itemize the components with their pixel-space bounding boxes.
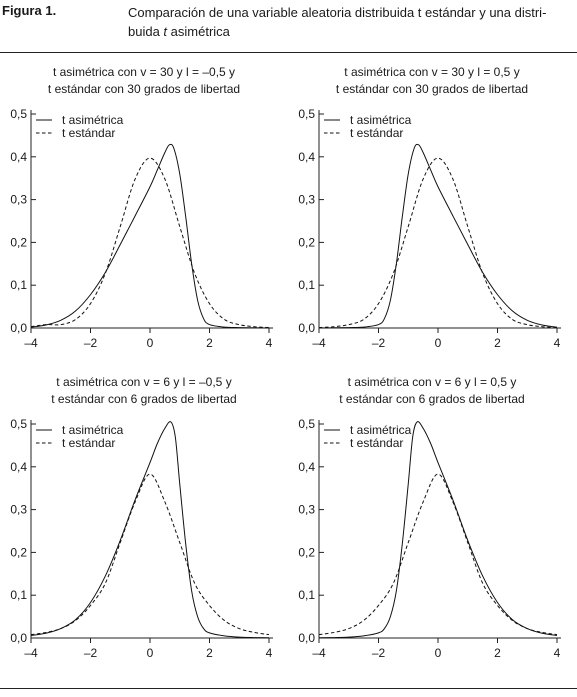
y-tick-label: 0,2 xyxy=(10,545,27,559)
legend-label: t asimétrica xyxy=(62,113,124,127)
x-tick-label: –2 xyxy=(84,336,98,350)
chart-panel-4: t asimétrica con v = 6 y l = 0,5 y t est… xyxy=(288,366,576,684)
chart-title-line2: t estándar con 6 grados de libertad xyxy=(51,392,237,406)
y-tick-label: 0,2 xyxy=(298,235,315,249)
x-tick-label: 2 xyxy=(206,336,213,350)
series-line xyxy=(318,143,558,329)
y-tick-label: 0,1 xyxy=(298,278,315,292)
y-tick-label: 0,5 xyxy=(298,107,315,121)
y-tick-label: 0,3 xyxy=(298,503,315,517)
x-tick-label: 2 xyxy=(494,336,501,350)
y-tick-label: 0,3 xyxy=(10,193,27,207)
y-tick-label: 0,5 xyxy=(10,107,27,121)
chart-title-line2: t estándar con 30 grados de libertad xyxy=(47,82,241,96)
x-tick-label: –4 xyxy=(312,646,326,660)
x-tick-label: –4 xyxy=(24,336,38,350)
y-tick-label: 0,0 xyxy=(10,631,27,645)
series-line xyxy=(318,157,558,329)
legend-label: t asimétrica xyxy=(62,423,124,437)
legend-label: t asimétrica xyxy=(350,423,412,437)
x-tick-label: –4 xyxy=(24,646,38,660)
chart-panel-2: t asimétrica con v = 30 y l = 0,5 y t es… xyxy=(288,56,576,374)
figure-title-line2-b: t xyxy=(163,24,168,39)
y-tick-label: 0,2 xyxy=(10,235,27,249)
y-tick-label: 0,3 xyxy=(10,503,27,517)
chart-title: t asimétrica con v = 6 y l = 0,5 y t est… xyxy=(288,374,576,408)
x-tick-label: –2 xyxy=(372,646,386,660)
y-tick-label: 0,0 xyxy=(298,321,315,335)
x-tick-label: 0 xyxy=(435,646,442,660)
y-tick-label: 0,1 xyxy=(10,278,27,292)
figure-header: Figura 1. Comparación de una variable al… xyxy=(0,0,577,52)
y-tick-label: 0,4 xyxy=(298,150,315,164)
figure-title-line1: Comparación de una variable aleatoria di… xyxy=(128,5,547,20)
chart-title: t asimétrica con v = 30 y l = –0,5 y t e… xyxy=(0,64,288,98)
legend-label: t estándar xyxy=(350,436,403,450)
top-rule xyxy=(0,52,577,53)
legend-label: t asimétrica xyxy=(350,113,412,127)
y-tick-label: 0,5 xyxy=(10,417,27,431)
y-tick-label: 0,1 xyxy=(10,588,27,602)
y-tick-label: 0,2 xyxy=(298,545,315,559)
y-tick-label: 0,5 xyxy=(298,417,315,431)
figure-title-line2-c: asimétrica xyxy=(167,24,230,39)
y-tick-label: 0,0 xyxy=(298,631,315,645)
chart-title-line1: t asimétrica con v = 6 y l = –0,5 y xyxy=(56,375,232,389)
y-tick-label: 0,4 xyxy=(298,460,315,474)
x-tick-label: –2 xyxy=(84,646,98,660)
y-tick-label: 0,0 xyxy=(10,321,27,335)
chart-title-line1: t asimétrica con v = 30 y l = 0,5 y xyxy=(344,65,520,79)
x-tick-label: 4 xyxy=(554,646,561,660)
x-tick-label: 0 xyxy=(147,336,154,350)
bottom-rule xyxy=(0,688,577,689)
series-line xyxy=(30,473,270,636)
x-tick-label: 2 xyxy=(494,646,501,660)
x-tick-label: –4 xyxy=(312,336,326,350)
x-tick-label: 4 xyxy=(266,336,273,350)
chart-title-line2: t estándar con 6 grados de libertad xyxy=(339,392,525,406)
y-tick-label: 0,1 xyxy=(298,588,315,602)
chart-title-line2: t estándar con 30 grados de libertad xyxy=(335,82,529,96)
figure-title: Comparación de una variable aleatoria di… xyxy=(128,3,568,41)
chart-panel-3: t asimétrica con v = 6 y l = –0,5 y t es… xyxy=(0,366,288,684)
y-tick-label: 0,4 xyxy=(10,150,27,164)
chart-title-line1: t asimétrica con v = 6 y l = 0,5 y xyxy=(347,375,517,389)
chart-title: t asimétrica con v = 30 y l = 0,5 y t es… xyxy=(288,64,576,98)
series-line xyxy=(30,143,270,329)
series-line xyxy=(30,421,270,639)
x-tick-label: 0 xyxy=(147,646,154,660)
y-tick-label: 0,4 xyxy=(10,460,27,474)
x-tick-label: 0 xyxy=(435,336,442,350)
figure-title-line2-a: buida xyxy=(128,24,164,39)
legend-label: t estándar xyxy=(350,126,403,140)
x-tick-label: –2 xyxy=(372,336,386,350)
chart-panel-1: t asimétrica con v = 30 y l = –0,5 y t e… xyxy=(0,56,288,374)
series-line xyxy=(30,157,270,329)
figure-label: Figura 1. xyxy=(2,3,57,18)
chart-title: t asimétrica con v = 6 y l = –0,5 y t es… xyxy=(0,374,288,408)
x-tick-label: 4 xyxy=(266,646,273,660)
figure-title-line2: buida t asimétrica xyxy=(128,22,568,41)
y-tick-label: 0,3 xyxy=(298,193,315,207)
x-tick-label: 2 xyxy=(206,646,213,660)
legend-label: t estándar xyxy=(62,436,115,450)
chart-title-line1: t asimétrica con v = 30 y l = –0,5 y xyxy=(52,65,236,79)
series-line xyxy=(318,473,558,636)
legend-label: t estándar xyxy=(62,126,115,140)
x-tick-label: 4 xyxy=(554,336,561,350)
series-line xyxy=(318,421,558,639)
